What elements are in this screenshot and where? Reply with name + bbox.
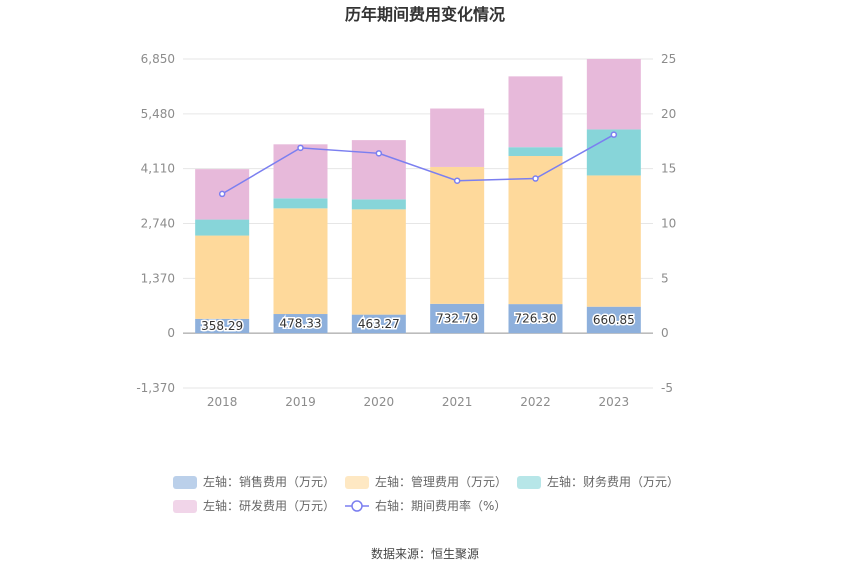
rate-point: [375, 150, 383, 157]
bar-segment: [351, 209, 406, 315]
bar-segment: [351, 199, 406, 210]
bar-segment: [351, 314, 406, 334]
bar-segment: [273, 208, 328, 315]
x-axis-ticks: 2018 2019 2020 2021 2022 2023: [207, 395, 629, 409]
x-tick-label: 2022: [520, 395, 551, 409]
legend-label: 左轴：研发费用（万元）: [203, 498, 335, 513]
bar-value-label: 463.27: [358, 317, 400, 331]
left-tick-label: -1,370: [136, 381, 175, 395]
bar-segment: [508, 147, 563, 157]
rate-line: [221, 134, 615, 195]
bar-segment: [195, 235, 250, 319]
legend-label: 右轴：期间费用率（%）: [375, 498, 506, 513]
bar-segment: [273, 144, 328, 199]
bar-value-label: 726.30: [515, 312, 557, 326]
x-tick-label: 2023: [599, 395, 630, 409]
right-tick-label: 10: [661, 217, 676, 231]
right-tick-label: 5: [661, 271, 669, 285]
legend-label: 左轴：销售费用（万元）: [203, 474, 335, 489]
right-tick-label: 25: [661, 52, 676, 66]
bar-series: [195, 58, 641, 334]
bar-segment: [195, 219, 250, 236]
x-tick-label: 2021: [442, 395, 473, 409]
bar-segment: [430, 166, 485, 304]
legend-swatch: [173, 500, 197, 513]
bar-value-label: 660.85: [593, 313, 635, 327]
left-tick-label: 4,110: [141, 162, 175, 176]
bar-segment: [351, 140, 406, 200]
legend-swatch: [173, 476, 197, 489]
x-tick-label: 2018: [207, 395, 238, 409]
legend-swatch: [345, 476, 369, 489]
right-tick-label: 15: [661, 162, 676, 176]
bar-segment: [273, 198, 328, 209]
bar-value-label: 732.79: [436, 312, 478, 326]
legend-line-marker: [351, 500, 363, 512]
left-tick-label: 2,740: [141, 217, 175, 231]
legend-label: 左轴：财务费用（万元）: [547, 474, 679, 489]
legend: 左轴：销售费用（万元） 左轴：管理费用（万元） 左轴：财务费用（万元） 左轴：研发费用…: [173, 474, 679, 513]
rate-point: [453, 177, 461, 184]
right-tick-label: 20: [661, 107, 676, 121]
bar-segment: [586, 175, 641, 307]
chart-title: 历年期间费用变化情况: [345, 5, 505, 24]
bar-segment: [586, 58, 641, 130]
right-tick-label: -5: [661, 381, 673, 395]
line-series: [218, 131, 618, 198]
left-tick-label: 1,370: [141, 271, 175, 285]
left-tick-label: 0: [167, 326, 175, 340]
bar-segment: [195, 318, 250, 334]
bar-value-label: 358.29: [201, 319, 243, 333]
grid-lines: [183, 58, 653, 389]
bar-data-labels: 358.29 478.33 463.27 732.79 726.30 660.85: [200, 310, 637, 334]
left-tick-label: 5,480: [141, 107, 175, 121]
bar-segment: [508, 304, 563, 334]
bar-segment: [273, 314, 328, 334]
bar-segment: [508, 76, 563, 148]
rate-point: [532, 175, 539, 182]
rate-point: [610, 131, 618, 138]
source-text: 数据来源：恒生聚源: [371, 546, 479, 561]
rate-point: [218, 190, 226, 198]
left-tick-label: 6,850: [141, 52, 175, 66]
rate-point: [297, 144, 304, 152]
x-tick-label: 2019: [285, 395, 316, 409]
bar-segment: [586, 306, 641, 334]
right-tick-label: 0: [661, 326, 669, 340]
legend-swatch: [517, 476, 541, 489]
bar-segment: [430, 108, 485, 167]
left-axis-ticks: -1,370 0 1,370 2,740 4,110 5,480 6,850: [136, 52, 175, 395]
legend-label: 左轴：管理费用（万元）: [375, 474, 507, 489]
x-tick-label: 2020: [364, 395, 395, 409]
right-axis-ticks: -5 0 5 10 15 20 25: [661, 52, 676, 395]
bar-segment: [430, 303, 485, 334]
bar-value-label: 478.33: [280, 317, 322, 331]
